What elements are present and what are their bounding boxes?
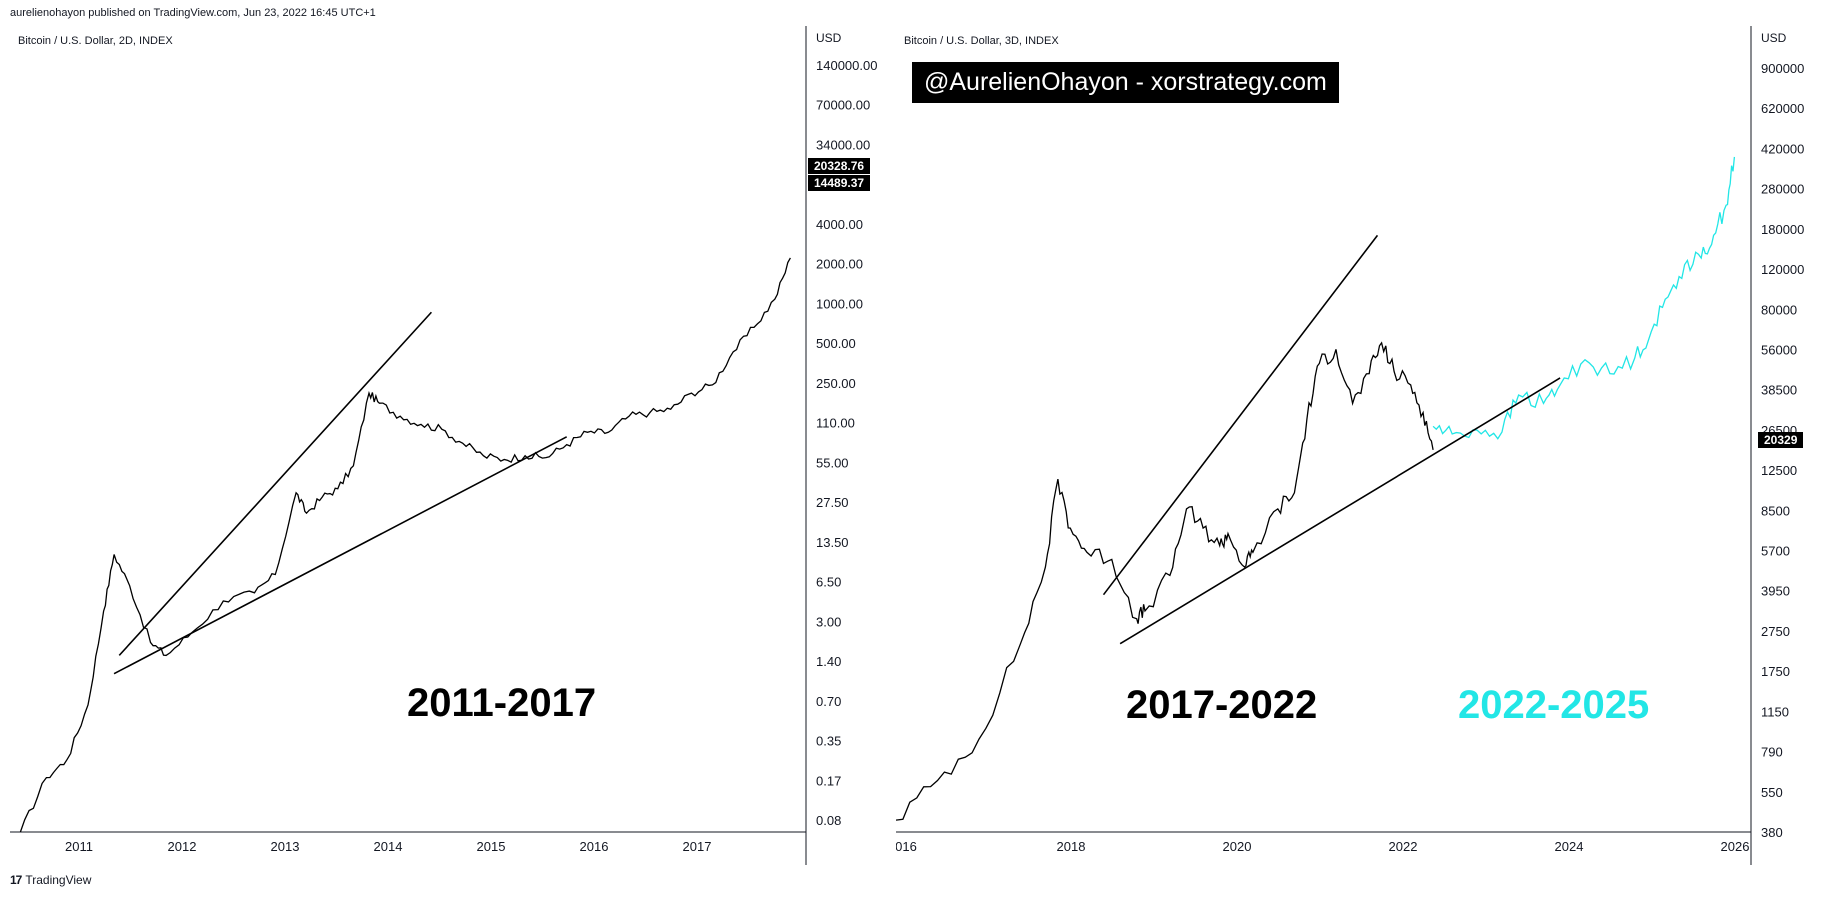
forecast-period-label: 2022-2025 xyxy=(1458,683,1650,727)
right-price-series-line xyxy=(896,341,1434,821)
left-y-tick-label: 55.00 xyxy=(816,455,849,470)
left-x-tick-label: 2014 xyxy=(374,839,403,854)
tradingview-logo-icon: 17 xyxy=(10,873,22,887)
right-chart-svg[interactable]: USD 900000 620000 420000 280000 180000 120000 8… xyxy=(896,26,1826,865)
left-chart-title: Bitcoin / U.S. Dollar, 2D, INDEX xyxy=(18,35,173,47)
left-y-tick-label: 250.00 xyxy=(816,376,856,391)
left-x-tick-label: 2015 xyxy=(477,839,506,854)
left-period-label: 2011-2017 xyxy=(407,681,597,725)
right-y-tick-label: 790 xyxy=(1761,745,1783,760)
right-period-label: 2017-2022 xyxy=(1126,683,1318,727)
left-chart-svg[interactable]: USD140000.0070000.0034000.008000.004000.… xyxy=(10,26,890,865)
left-y-tick-label: 0.17 xyxy=(816,773,841,788)
left-price-series-line xyxy=(19,257,791,833)
left-axis-unit: USD xyxy=(816,31,842,45)
right-y-tick-label: 5700 xyxy=(1761,544,1790,559)
left-y-tick-label: 34000.00 xyxy=(816,137,870,152)
left-trendline-2 xyxy=(113,436,568,675)
right-y-tick-label: 1150 xyxy=(1761,704,1789,719)
right-y-tick-label: 2750 xyxy=(1761,624,1790,639)
left-y-tick-label: 0.08 xyxy=(816,813,841,828)
left-trendline-1 xyxy=(118,311,433,656)
left-x-tick-label: 2017 xyxy=(683,839,712,854)
right-y-tick-label: 3950 xyxy=(1761,584,1790,599)
right-y-tick-label: 56000 xyxy=(1761,342,1797,357)
left-chart-panel[interactable]: USD140000.0070000.0034000.008000.004000.… xyxy=(10,26,890,865)
left-y-tick-label: 500.00 xyxy=(816,336,856,351)
right-y-tick-label: 38500 xyxy=(1761,383,1797,398)
right-x-tick-label: 016 xyxy=(896,839,917,854)
right-y-tick-label: 380 xyxy=(1761,825,1783,840)
right-x-tick-label: 2020 xyxy=(1223,839,1252,854)
right-trendline-2 xyxy=(1119,377,1561,645)
left-y-tick-label: 27.50 xyxy=(816,495,849,510)
left-x-tick-label: 2012 xyxy=(168,839,197,854)
left-y-tick-label: 110.00 xyxy=(816,416,855,431)
left-y-tick-label: 2000.00 xyxy=(816,257,863,272)
left-y-tick-label: 13.50 xyxy=(816,535,849,550)
right-chart-title: Bitcoin / U.S. Dollar, 3D, INDEX xyxy=(904,35,1059,47)
right-y-tick-label: 550 xyxy=(1761,785,1783,800)
tradingview-logo-text: TradingView xyxy=(25,873,92,887)
right-y-tick-label: 280000 xyxy=(1761,182,1804,197)
left-y-tick-label: 1000.00 xyxy=(816,296,863,311)
right-trendline-1 xyxy=(1102,234,1379,596)
published-header: aurelienohayon published on TradingView.… xyxy=(10,7,376,19)
right-y-tick-label: 180000 xyxy=(1761,222,1804,237)
right-axis-unit: USD xyxy=(1761,31,1787,45)
right-x-tick-label: 2026 xyxy=(1721,839,1750,854)
right-x-tick-label: 2024 xyxy=(1555,839,1584,854)
right-price-badge-current: 20329 xyxy=(1758,432,1804,448)
right-y-tick-label: 900000 xyxy=(1761,61,1804,76)
right-chart-panel[interactable]: USD 900000 620000 420000 280000 180000 120000 8… xyxy=(896,26,1826,865)
right-forecast-series-line xyxy=(1432,156,1736,440)
left-y-tick-label: 6.50 xyxy=(816,575,841,590)
left-y-tick-label: 1.40 xyxy=(816,654,841,669)
left-price-badge-current: 20328.76 xyxy=(808,158,871,174)
right-y-tick-label: 620000 xyxy=(1761,101,1804,116)
right-x-tick-label: 2018 xyxy=(1057,839,1086,854)
right-x-tick-label: 2022 xyxy=(1389,839,1418,854)
right-y-tick-label: 1750 xyxy=(1761,664,1790,679)
left-y-tick-label: 140000.00 xyxy=(816,58,877,73)
right-y-tick-label: 12500 xyxy=(1761,463,1797,478)
left-y-tick-label: 3.00 xyxy=(816,614,841,629)
left-x-tick-label: 2016 xyxy=(580,839,609,854)
left-y-tick-label: 0.35 xyxy=(816,734,841,749)
right-y-tick-label: 420000 xyxy=(1761,141,1804,156)
author-watermark: @AurelienOhayon - xorstrategy.com xyxy=(912,62,1339,103)
left-price-badge-secondary: 14489.37 xyxy=(808,175,871,191)
left-x-tick-label: 2011 xyxy=(65,839,93,854)
left-y-tick-label: 70000.00 xyxy=(816,98,870,113)
left-y-tick-label: 0.70 xyxy=(816,694,841,709)
right-y-tick-label: 120000 xyxy=(1761,262,1804,277)
right-y-tick-label: 80000 xyxy=(1761,302,1797,317)
tradingview-logo[interactable]: 17 TradingView xyxy=(10,873,91,887)
left-x-tick-label: 2013 xyxy=(271,839,300,854)
right-y-tick-label: 8500 xyxy=(1761,503,1790,518)
left-y-tick-label: 4000.00 xyxy=(816,217,863,232)
